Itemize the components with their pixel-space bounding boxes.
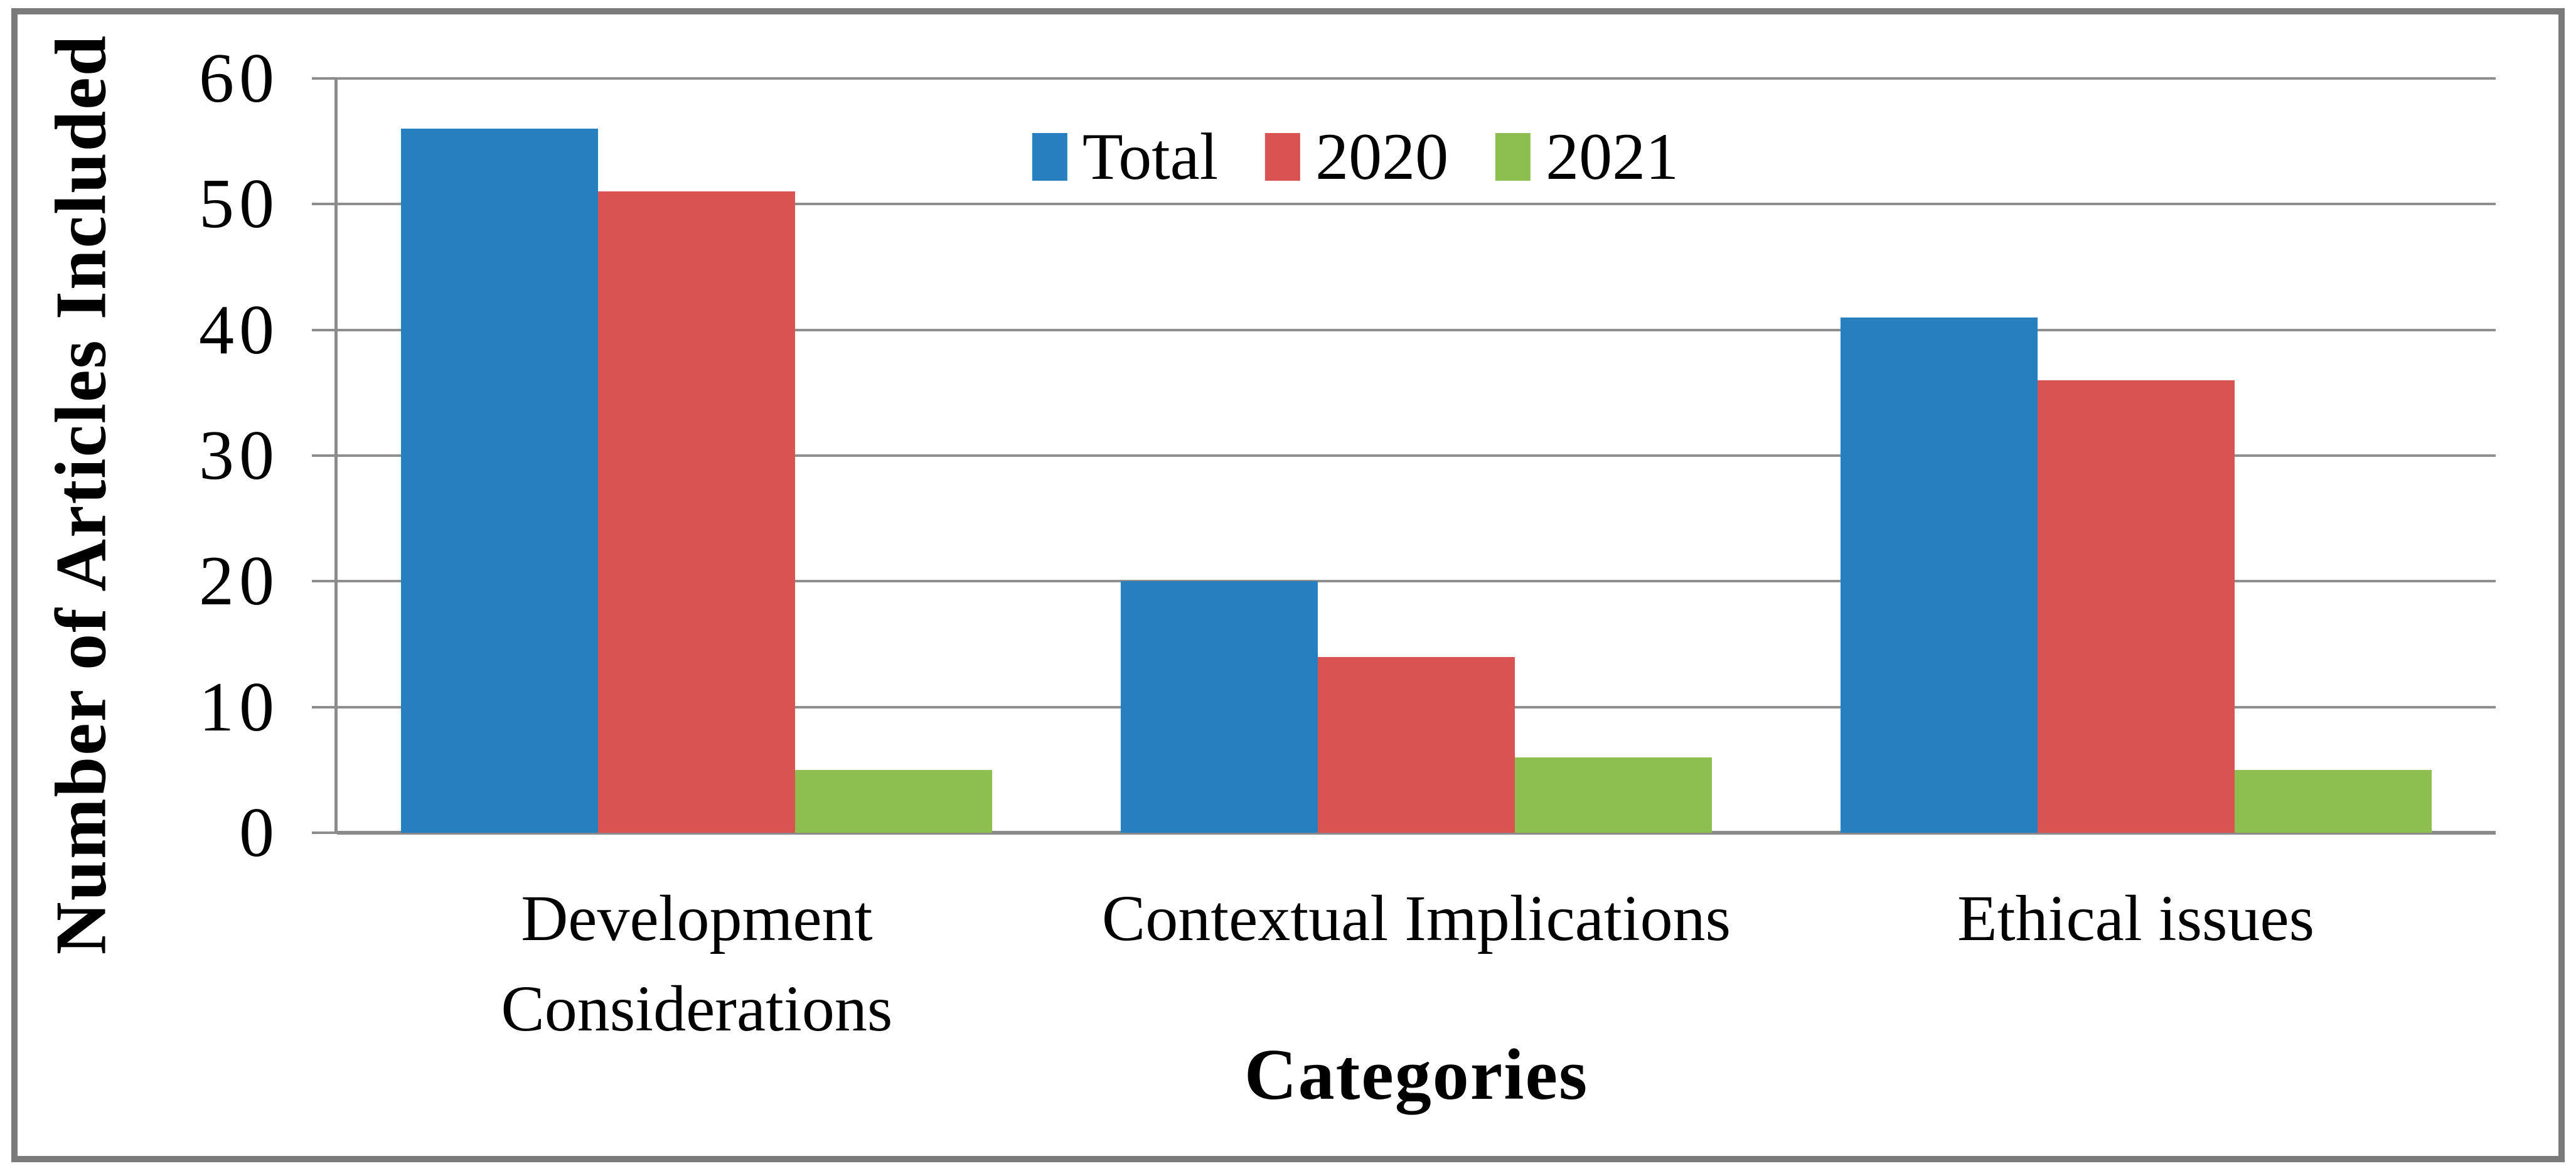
bar-2020-development-considerations xyxy=(598,191,796,833)
x-category-label-contextual-implications: Contextual Implications xyxy=(1101,882,1731,954)
legend-swatch-total xyxy=(1032,133,1067,181)
y-tick-mark-10 xyxy=(312,705,337,708)
legend-entry-2020: 2020 xyxy=(1265,124,1448,190)
y-axis-title: Number of Articles Included xyxy=(41,34,122,955)
gridline-60 xyxy=(337,77,2496,80)
y-tick-label-40: 40 xyxy=(199,291,279,369)
y-tick-mark-60 xyxy=(312,77,337,80)
x-axis-title: Categories xyxy=(1244,1035,1589,1115)
figure-border xyxy=(11,8,2565,1162)
bar-total-ethical-issues xyxy=(1840,317,2038,833)
gridline-30 xyxy=(337,454,2496,457)
y-tick-mark-30 xyxy=(312,454,337,457)
y-tick-mark-0 xyxy=(312,831,337,834)
x-category-label-ethical-issues: Ethical issues xyxy=(1957,882,2315,954)
bar-2021-contextual-implications xyxy=(1515,757,1712,833)
y-tick-mark-50 xyxy=(312,203,337,206)
y-tick-label-0: 0 xyxy=(239,794,279,872)
legend-entry-2021: 2021 xyxy=(1495,124,1679,190)
legend-label-total: Total xyxy=(1082,120,1219,193)
legend: Total 2020 2021 xyxy=(1032,124,1679,190)
y-tick-label-30: 30 xyxy=(199,417,279,495)
gridline-50 xyxy=(337,203,2496,206)
plot-area xyxy=(334,77,2496,835)
legend-swatch-2021 xyxy=(1495,133,1531,181)
y-tick-label-10: 10 xyxy=(199,668,279,746)
legend-label-2021: 2021 xyxy=(1546,120,1679,193)
legend-swatch-2020 xyxy=(1265,133,1301,181)
x-category-label-development-considerations: Development Considerations xyxy=(501,882,893,1045)
bar-2020-ethical-issues xyxy=(2037,380,2235,833)
y-tick-label-60: 60 xyxy=(199,40,279,117)
gridline-40 xyxy=(337,328,2496,331)
y-tick-label-20: 20 xyxy=(199,542,279,621)
bar-2021-development-considerations xyxy=(795,769,993,833)
legend-entry-total: Total xyxy=(1032,124,1218,190)
bar-total-contextual-implications xyxy=(1121,581,1318,833)
y-tick-mark-40 xyxy=(312,328,337,331)
bar-2021-ethical-issues xyxy=(2234,769,2432,833)
legend-label-2020: 2020 xyxy=(1315,120,1449,193)
gridline-0 xyxy=(337,831,2496,835)
bar-2020-contextual-implications xyxy=(1318,656,1515,833)
gridline-20 xyxy=(337,580,2496,583)
bar-total-development-considerations xyxy=(401,129,599,833)
y-tick-label-50: 50 xyxy=(199,165,279,243)
y-tick-mark-20 xyxy=(312,580,337,583)
